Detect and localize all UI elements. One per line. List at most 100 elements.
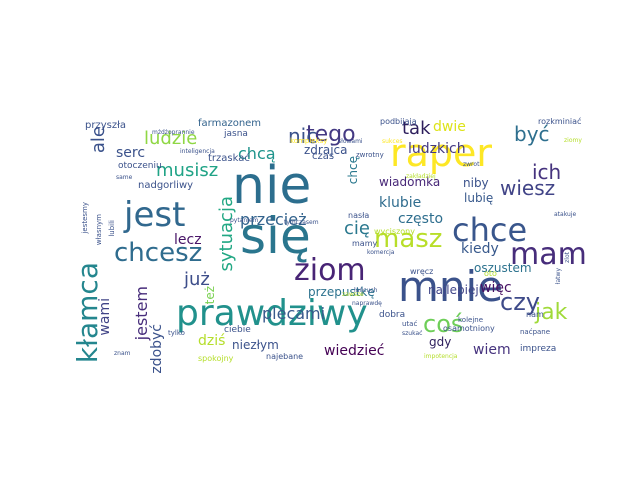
word: tego — [306, 122, 356, 147]
word: ludzie — [144, 128, 198, 149]
word: znam — [114, 350, 131, 357]
word: chcę — [346, 156, 360, 185]
word: chcesz — [114, 238, 203, 268]
word: naćpane — [520, 328, 551, 336]
word: najebane — [266, 352, 304, 361]
word: same — [116, 174, 133, 181]
word: dwie — [433, 119, 466, 135]
word: naprawdę — [352, 300, 382, 307]
word: raper — [390, 131, 493, 175]
word: zlot — [564, 252, 571, 263]
word: ciebie — [224, 325, 251, 335]
word: zawsze — [342, 291, 364, 298]
word: czas — [312, 151, 335, 162]
word: oszustem — [474, 261, 532, 275]
word: przepustkę — [308, 285, 375, 299]
word: komercja — [367, 249, 395, 256]
word: łańcuch — [354, 287, 378, 294]
word: jestem — [132, 286, 151, 341]
word: wami — [97, 298, 113, 336]
word: plecami — [262, 304, 326, 323]
word: wiedzieć — [324, 343, 385, 359]
word: nie — [232, 156, 312, 216]
word: wręcz — [410, 267, 434, 276]
word: zdrajca — [304, 143, 348, 157]
word: wiadomka — [379, 175, 441, 189]
word: więc — [480, 280, 512, 296]
word: jak — [535, 300, 568, 325]
word: impotencja — [424, 353, 458, 360]
word: klubie — [379, 195, 422, 211]
word: oto — [484, 269, 497, 278]
word: się — [240, 207, 311, 265]
word: tylko — [168, 329, 185, 337]
word: utać — [402, 320, 418, 328]
word: cię — [344, 218, 370, 239]
word: podbijają — [380, 117, 417, 126]
word: mam — [510, 237, 587, 272]
word: już — [184, 269, 210, 290]
word: kiedy — [461, 241, 499, 257]
word: chcą — [238, 144, 276, 163]
word: nasła — [348, 211, 370, 220]
word: chce — [452, 211, 528, 249]
word: zwrotny — [356, 151, 384, 159]
word: najlepiej — [428, 283, 479, 297]
word: rozkminiać — [538, 117, 582, 126]
word: mamy — [352, 239, 378, 248]
word: szukać — [402, 330, 423, 337]
word: być — [514, 122, 550, 146]
word: nic — [288, 124, 318, 148]
word: nadgorliwy — [138, 180, 194, 191]
word: kompleksy — [290, 137, 328, 145]
word: sukces — [382, 138, 403, 145]
word: dobra — [379, 310, 406, 320]
word: kolejne — [458, 316, 484, 324]
word: inteligencja — [180, 148, 215, 155]
word: atakuje — [554, 211, 577, 218]
word: ziomy — [564, 137, 582, 144]
word: też — [203, 286, 217, 305]
word: sytuacja — [216, 196, 237, 272]
word: wiesz — [500, 176, 556, 200]
word: niby — [463, 176, 489, 190]
word: lubili — [108, 220, 116, 237]
word: prawdziwy — [176, 293, 368, 334]
word: ich — [532, 160, 562, 184]
word: jasna — [224, 129, 248, 139]
word: ludzkich — [408, 141, 466, 157]
word: nam — [526, 310, 544, 319]
word: tak — [402, 118, 431, 139]
word: trzaskać — [208, 153, 250, 164]
word: masz — [374, 224, 443, 254]
word: impreza — [520, 344, 557, 354]
word: tymczasem — [284, 219, 319, 226]
word: wyciszony — [374, 227, 415, 236]
word: zdobyć — [149, 324, 165, 374]
word: niezłym — [232, 338, 279, 352]
word: ziom — [294, 253, 366, 288]
word: zakładziej — [406, 173, 436, 180]
word: pytaniem — [230, 217, 259, 224]
word: coś — [423, 310, 464, 338]
word: osamotniony — [443, 324, 495, 333]
word-cloud: nie się prawdziwy mnie raper jest chce mam kłamc… — [71, 116, 587, 374]
word: spokojny — [198, 354, 234, 363]
word: mnie — [398, 262, 504, 311]
word: otoczeniu — [118, 161, 162, 171]
word: farmazonem — [198, 118, 262, 129]
word: wiem — [473, 342, 511, 358]
word: jestesmy — [81, 202, 89, 234]
word: dziś — [198, 333, 226, 349]
word: często — [398, 211, 444, 227]
word: lubię — [464, 191, 494, 205]
word: zwrot — [463, 161, 480, 168]
word: gdy — [429, 335, 452, 349]
word: mżdżoprannie — [152, 129, 195, 136]
word: przecież — [240, 210, 307, 229]
word: słowami — [338, 138, 363, 145]
word: czy — [500, 288, 540, 316]
word: własnym — [95, 214, 103, 246]
word: jest — [124, 195, 186, 235]
word: lecz — [174, 232, 202, 248]
